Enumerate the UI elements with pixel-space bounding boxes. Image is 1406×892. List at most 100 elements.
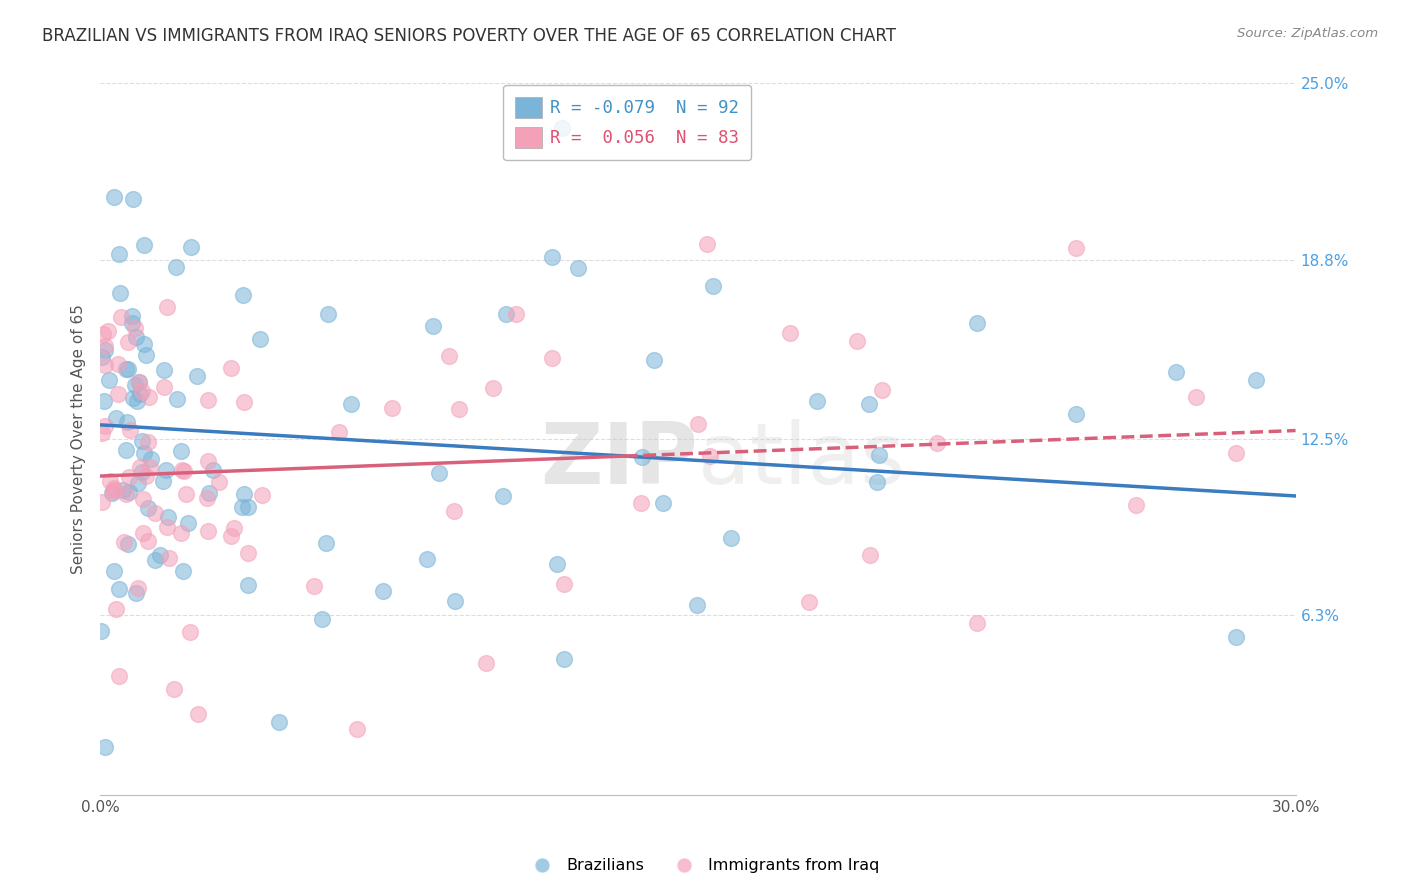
Point bbox=[315, 536, 337, 550]
Point bbox=[779, 326, 801, 340]
Point bbox=[858, 397, 880, 411]
Point bbox=[699, 450, 721, 464]
Point bbox=[108, 669, 131, 683]
Point bbox=[208, 475, 231, 489]
Point bbox=[149, 549, 172, 563]
Point bbox=[173, 464, 195, 478]
Point bbox=[651, 496, 673, 510]
Point bbox=[546, 557, 568, 571]
Point bbox=[443, 504, 465, 518]
Point bbox=[117, 415, 139, 429]
Point bbox=[114, 443, 136, 458]
Point bbox=[103, 483, 125, 497]
Point bbox=[373, 584, 395, 599]
Point bbox=[153, 363, 176, 377]
Point bbox=[505, 307, 527, 321]
Point bbox=[115, 487, 138, 501]
Point bbox=[553, 576, 575, 591]
Point bbox=[176, 487, 198, 501]
Point bbox=[165, 260, 187, 275]
Point bbox=[925, 436, 948, 450]
Point bbox=[447, 401, 470, 416]
Point bbox=[1244, 373, 1267, 387]
Point bbox=[631, 450, 654, 464]
Point bbox=[156, 301, 179, 315]
Point bbox=[94, 740, 117, 755]
Point bbox=[311, 611, 333, 625]
Point bbox=[115, 362, 138, 376]
Point bbox=[104, 411, 127, 425]
Point bbox=[186, 369, 208, 384]
Point bbox=[444, 593, 467, 607]
Point bbox=[139, 452, 162, 467]
Point bbox=[219, 529, 242, 543]
Point bbox=[134, 446, 156, 460]
Point bbox=[340, 397, 363, 411]
Point bbox=[328, 425, 350, 439]
Point bbox=[156, 520, 179, 534]
Legend: Brazilians, Immigrants from Iraq: Brazilians, Immigrants from Iraq bbox=[520, 852, 886, 880]
Point bbox=[131, 434, 153, 449]
Point bbox=[157, 510, 180, 524]
Point bbox=[108, 582, 131, 597]
Point bbox=[249, 332, 271, 346]
Point bbox=[236, 500, 259, 514]
Point bbox=[94, 338, 117, 352]
Point bbox=[195, 491, 218, 505]
Point bbox=[686, 417, 709, 431]
Point bbox=[381, 401, 404, 416]
Point bbox=[157, 550, 180, 565]
Point bbox=[231, 500, 253, 514]
Text: BRAZILIAN VS IMMIGRANTS FROM IRAQ SENIORS POVERTY OVER THE AGE OF 65 CORRELATION: BRAZILIAN VS IMMIGRANTS FROM IRAQ SENIOR… bbox=[42, 27, 896, 45]
Point bbox=[236, 546, 259, 560]
Point bbox=[176, 516, 198, 530]
Point bbox=[1066, 407, 1088, 421]
Point bbox=[125, 586, 148, 600]
Point bbox=[1164, 365, 1187, 379]
Point bbox=[686, 598, 709, 612]
Point bbox=[170, 444, 193, 458]
Point bbox=[91, 327, 114, 342]
Legend: R = -0.079  N = 92, R =  0.056  N = 83: R = -0.079 N = 92, R = 0.056 N = 83 bbox=[503, 85, 751, 161]
Point bbox=[422, 318, 444, 333]
Point bbox=[870, 384, 893, 398]
Text: atlas: atlas bbox=[697, 419, 905, 502]
Point bbox=[132, 526, 155, 541]
Point bbox=[224, 521, 246, 535]
Point bbox=[346, 722, 368, 736]
Point bbox=[134, 237, 156, 252]
Point bbox=[110, 286, 132, 301]
Point bbox=[163, 682, 186, 697]
Point bbox=[103, 483, 125, 498]
Point bbox=[91, 495, 114, 509]
Point bbox=[139, 460, 162, 475]
Point bbox=[415, 552, 437, 566]
Point bbox=[128, 375, 150, 389]
Point bbox=[117, 334, 139, 349]
Point bbox=[112, 535, 135, 549]
Point bbox=[491, 489, 513, 503]
Point bbox=[172, 564, 194, 578]
Point bbox=[1225, 445, 1247, 459]
Point bbox=[219, 361, 242, 376]
Point bbox=[134, 337, 156, 351]
Point bbox=[117, 536, 139, 550]
Point bbox=[232, 288, 254, 302]
Point bbox=[1066, 241, 1088, 255]
Point bbox=[180, 240, 202, 254]
Point bbox=[1185, 390, 1208, 404]
Point bbox=[97, 324, 120, 338]
Text: Source: ZipAtlas.com: Source: ZipAtlas.com bbox=[1237, 27, 1378, 40]
Point bbox=[197, 454, 219, 468]
Point bbox=[495, 306, 517, 320]
Point bbox=[105, 602, 128, 616]
Point bbox=[269, 714, 291, 729]
Text: ZIP: ZIP bbox=[540, 419, 697, 502]
Point bbox=[720, 531, 742, 545]
Point bbox=[187, 706, 209, 721]
Point bbox=[201, 463, 224, 477]
Point bbox=[316, 307, 339, 321]
Point bbox=[155, 463, 177, 477]
Point bbox=[132, 492, 155, 507]
Point bbox=[93, 358, 115, 372]
